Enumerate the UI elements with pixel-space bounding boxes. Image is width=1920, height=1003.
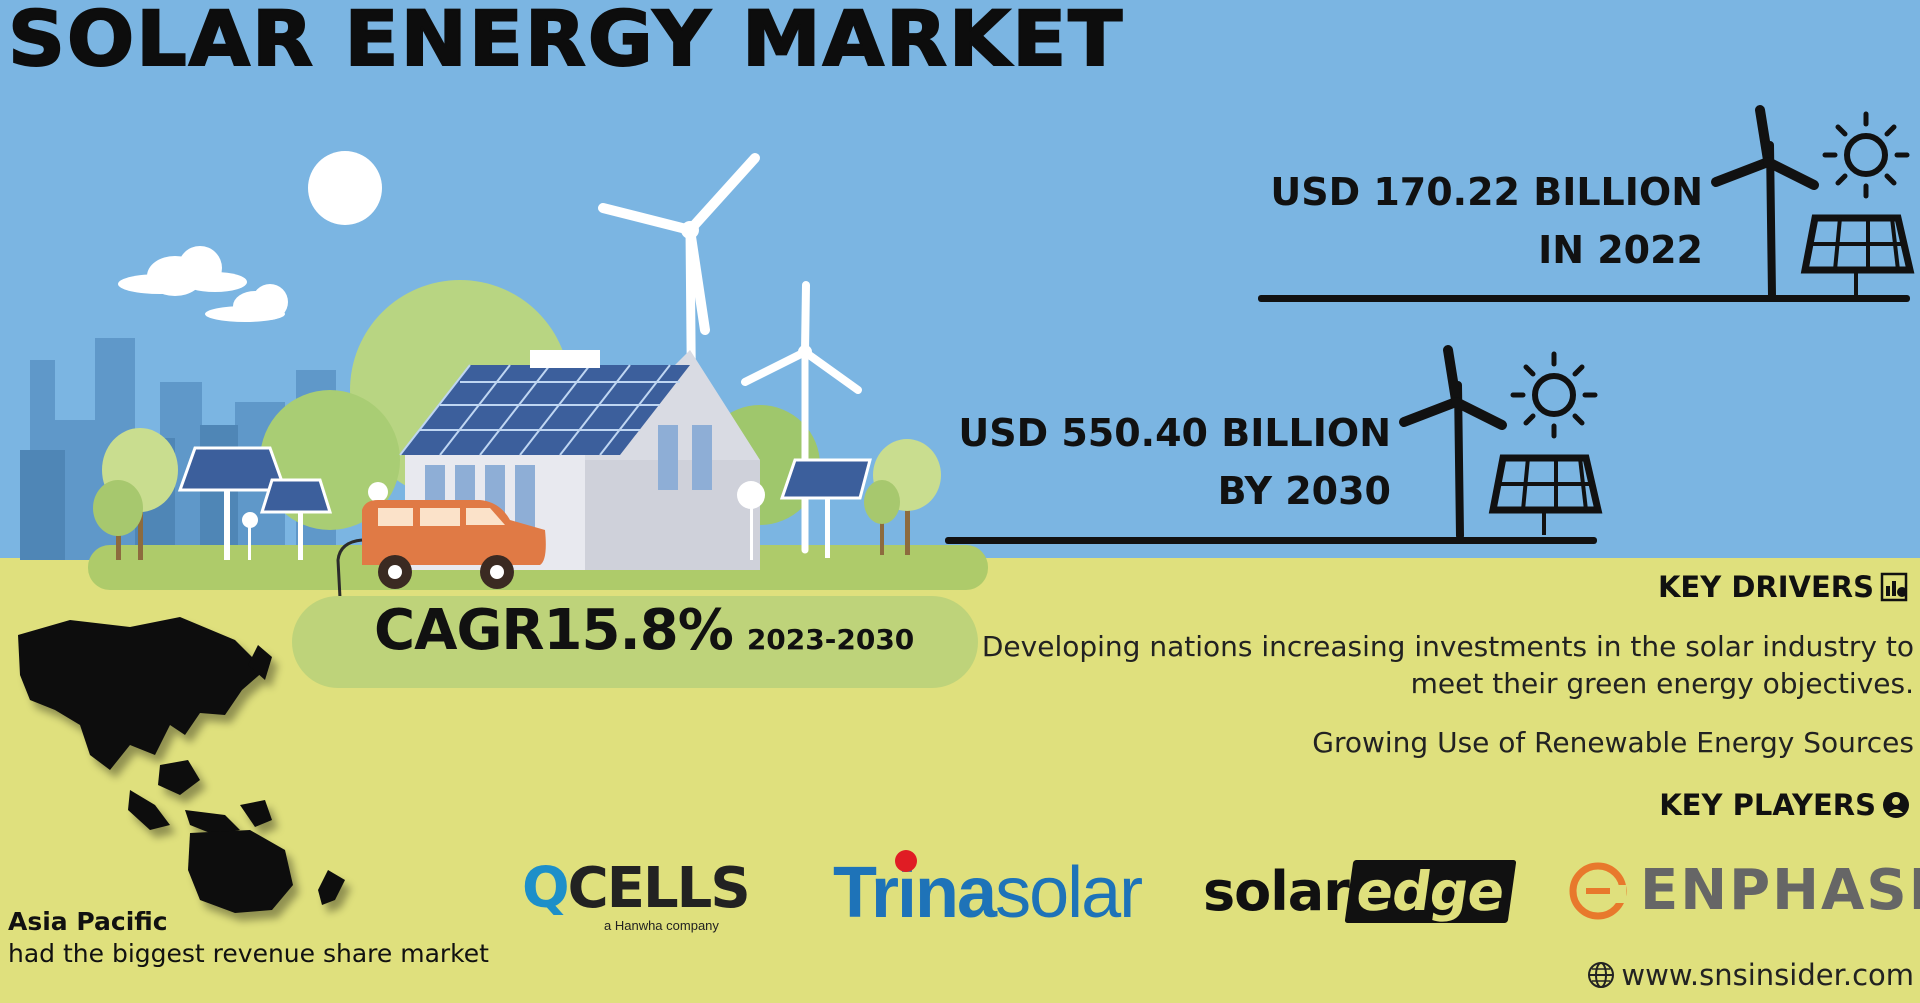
wind-solar-icon	[1711, 105, 1915, 300]
enphase-mark-icon	[1569, 862, 1627, 919]
cagr-text: CAGR15.8% 2023-2030	[374, 598, 914, 663]
key-players-label: KEY PLAYERS	[1659, 788, 1876, 822]
cagr-period: 2023-2030	[746, 623, 915, 656]
cagr-value: 15.8%	[543, 598, 734, 663]
divider-line	[1258, 295, 1910, 302]
renewable-scene-illustration	[20, 151, 988, 607]
key-drivers-label: KEY DRIVERS	[1657, 570, 1874, 604]
divider-line	[945, 537, 1597, 544]
website-link[interactable]: www.snsinsider.com	[1587, 958, 1914, 992]
market-value-2022: USD 170.22 BILLION IN 2022	[1270, 170, 1703, 272]
key-driver-item: Developing nations increasing investment…	[981, 630, 1914, 700]
wind-solar-icon	[1399, 345, 1603, 540]
key-players-heading: KEY PLAYERS	[1659, 788, 1910, 822]
key-drivers-heading: KEY DRIVERS	[1658, 570, 1910, 604]
cagr-label: CAGR	[374, 598, 545, 663]
trinasolar-logo: Trinasolar	[833, 850, 1143, 934]
key-driver-item: Growing Use of Renewable Energy Sources	[1312, 726, 1914, 759]
website-url[interactable]: www.snsinsider.com	[1621, 958, 1914, 992]
enphase-logo: ENPHASE	[1568, 858, 1920, 923]
market-value-2030: USD 550.40 BILLION BY 2030	[958, 411, 1391, 513]
asia-pacific-map	[18, 617, 345, 913]
player-badge-icon	[1883, 792, 1909, 818]
globe-icon	[1588, 962, 1615, 988]
qcells-logo: QCELLS a Hanwha company	[522, 856, 751, 933]
region-description: had the biggest revenue share market	[8, 939, 489, 968]
region-highlight: Asia Pacific had the biggest revenue sha…	[8, 906, 489, 970]
solaredge-logo: solaredge	[1203, 860, 1516, 923]
region-name: Asia Pacific	[8, 907, 168, 936]
page-title: SOLAR ENERGY MARKET	[7, 0, 1125, 84]
cagr-badge	[292, 596, 978, 688]
report-chart-icon	[1880, 572, 1908, 602]
